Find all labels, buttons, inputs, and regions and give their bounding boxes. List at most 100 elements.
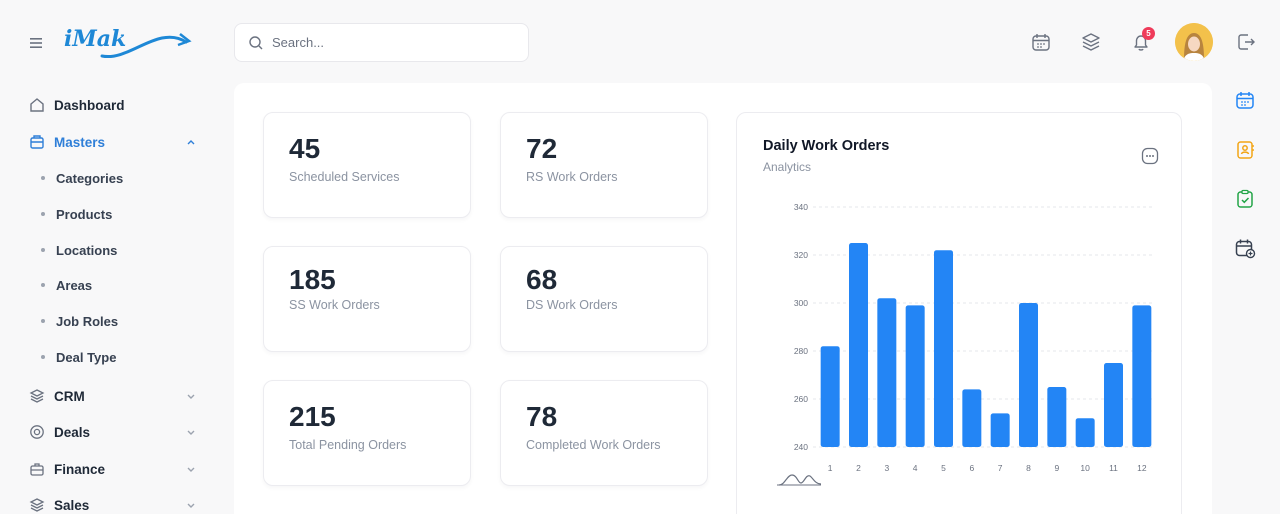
x-tick-label: 1 — [828, 463, 833, 473]
bar — [905, 305, 925, 447]
chevron-up-icon[interactable] — [182, 137, 200, 147]
search-input[interactable] — [272, 35, 512, 50]
sidebar-subitem-products[interactable]: Products — [41, 204, 112, 224]
stat-label: Scheduled Services — [289, 170, 400, 184]
bullet-dot — [41, 212, 45, 216]
x-tick-label: 5 — [941, 463, 946, 473]
layers-icon — [29, 389, 45, 403]
bullet-dot — [41, 355, 45, 359]
chevron-down-icon[interactable] — [182, 391, 200, 401]
sidebar-item-label: CRM — [54, 388, 85, 404]
y-tick-label: 240 — [794, 442, 808, 452]
sidebar-item-masters[interactable]: Masters — [28, 130, 204, 154]
bar — [990, 413, 1010, 447]
home-icon — [30, 98, 44, 112]
bell-icon[interactable] — [1130, 31, 1152, 53]
layers-icon[interactable] — [1080, 31, 1102, 53]
y-tick-label: 300 — [794, 298, 808, 308]
stat-label: DS Work Orders — [526, 298, 618, 312]
stat-value: 78 — [526, 401, 558, 432]
bar — [820, 346, 840, 447]
stat-value: 185 — [289, 264, 336, 295]
sidebar-subitem-label: Job Roles — [56, 313, 119, 329]
sidebar-item-dashboard[interactable]: Dashboard — [28, 93, 204, 117]
contact-book-icon[interactable] — [1234, 139, 1256, 161]
chevron-down-icon[interactable] — [182, 464, 200, 474]
chevron-down-icon[interactable] — [182, 427, 200, 437]
sidebar-item-crm[interactable]: CRM — [28, 384, 204, 408]
x-tick-label: 2 — [856, 463, 861, 473]
stat-value: 215 — [289, 401, 336, 432]
sidebar-item-label: Dashboard — [54, 97, 125, 113]
sidebar-subitem-areas[interactable]: Areas — [41, 275, 92, 295]
logout-icon[interactable] — [1235, 31, 1257, 53]
stat-card-rs-work-orders[interactable]: 72 RS Work Orders — [500, 112, 708, 218]
sidebar-item-label: Deals — [54, 424, 91, 440]
sidebar-subitem-job-roles[interactable]: Job Roles — [41, 311, 118, 331]
sidebar-subitem-categories[interactable]: Categories — [41, 168, 123, 188]
logo-swoosh — [100, 33, 192, 59]
sidebar-subitem-label: Locations — [56, 242, 118, 258]
stat-value: 45 — [289, 133, 321, 164]
menu-toggle-icon[interactable] — [28, 35, 44, 51]
stat-card-ds-work-orders[interactable]: 68 DS Work Orders — [500, 246, 708, 352]
sidebar-subitem-locations[interactable]: Locations — [41, 240, 117, 260]
calendar-icon[interactable] — [1234, 89, 1256, 111]
brand-logo[interactable]: iMak — [62, 20, 192, 64]
sidebar-item-label: Sales — [54, 497, 90, 513]
bar — [1132, 305, 1152, 447]
bar — [1104, 363, 1123, 447]
chart-card-daily-work-orders: Daily Work Orders Analytics 240 260 280 300… — [736, 112, 1182, 514]
lifebuoy-icon — [30, 425, 44, 439]
x-tick-label: 4 — [913, 463, 918, 473]
stat-card-scheduled-services[interactable]: 45 Scheduled Services — [263, 112, 471, 218]
x-tick-label: 10 — [1080, 463, 1090, 473]
chevron-down-icon[interactable] — [182, 500, 200, 510]
stat-label: SS Work Orders — [289, 298, 380, 312]
chart-subtitle: Analytics — [763, 160, 812, 174]
bar — [962, 389, 982, 447]
y-tick-label: 260 — [794, 394, 808, 404]
calendar-icon[interactable] — [1030, 31, 1052, 53]
sidebar-subitem-deal-type[interactable]: Deal Type — [41, 347, 116, 367]
stat-card-total-pending-orders[interactable]: 215 Total Pending Orders — [263, 380, 471, 486]
search-box[interactable] — [234, 23, 529, 62]
stat-card-ss-work-orders[interactable]: 185 SS Work Orders — [263, 246, 471, 352]
layers-icon — [29, 498, 45, 512]
bullet-dot — [41, 319, 45, 323]
stat-value: 72 — [526, 133, 558, 164]
stat-label: Completed Work Orders — [526, 438, 661, 452]
x-tick-label: 6 — [969, 463, 974, 473]
bar — [877, 298, 897, 447]
x-tick-label: 11 — [1109, 463, 1118, 473]
stat-card-completed-work-orders[interactable]: 78 Completed Work Orders — [500, 380, 708, 486]
bullet-dot — [41, 176, 45, 180]
sparkline-icon — [778, 474, 822, 486]
user-portrait — [1175, 23, 1213, 61]
sidebar-item-finance[interactable]: Finance — [28, 457, 204, 481]
sidebar-subitem-label: Areas — [56, 277, 93, 293]
stat-label: Total Pending Orders — [289, 438, 407, 452]
bullet-dot — [41, 283, 45, 287]
chart-title: Daily Work Orders — [763, 138, 890, 154]
clipboard-check-icon[interactable] — [1234, 188, 1256, 210]
calendar-add-icon[interactable] — [1234, 237, 1256, 259]
sidebar-subitem-label: Categories — [56, 170, 124, 186]
package-icon — [30, 135, 44, 149]
sidebar-item-sales[interactable]: Sales — [28, 493, 204, 514]
y-tick-label: 320 — [794, 250, 808, 260]
bar — [934, 250, 953, 447]
more-options-icon[interactable] — [1141, 147, 1159, 165]
sidebar-item-label: Finance — [54, 461, 106, 477]
briefcase-icon — [30, 463, 44, 476]
bar — [1047, 387, 1067, 447]
bar — [849, 243, 868, 447]
bar — [1019, 303, 1038, 447]
sidebar-item-deals[interactable]: Deals — [28, 420, 204, 444]
brand-logo-text: iMak — [64, 26, 127, 52]
y-tick-label: 340 — [794, 202, 808, 212]
avatar[interactable] — [1175, 23, 1213, 61]
x-tick-label: 9 — [1054, 463, 1059, 473]
stat-label: RS Work Orders — [526, 170, 618, 184]
